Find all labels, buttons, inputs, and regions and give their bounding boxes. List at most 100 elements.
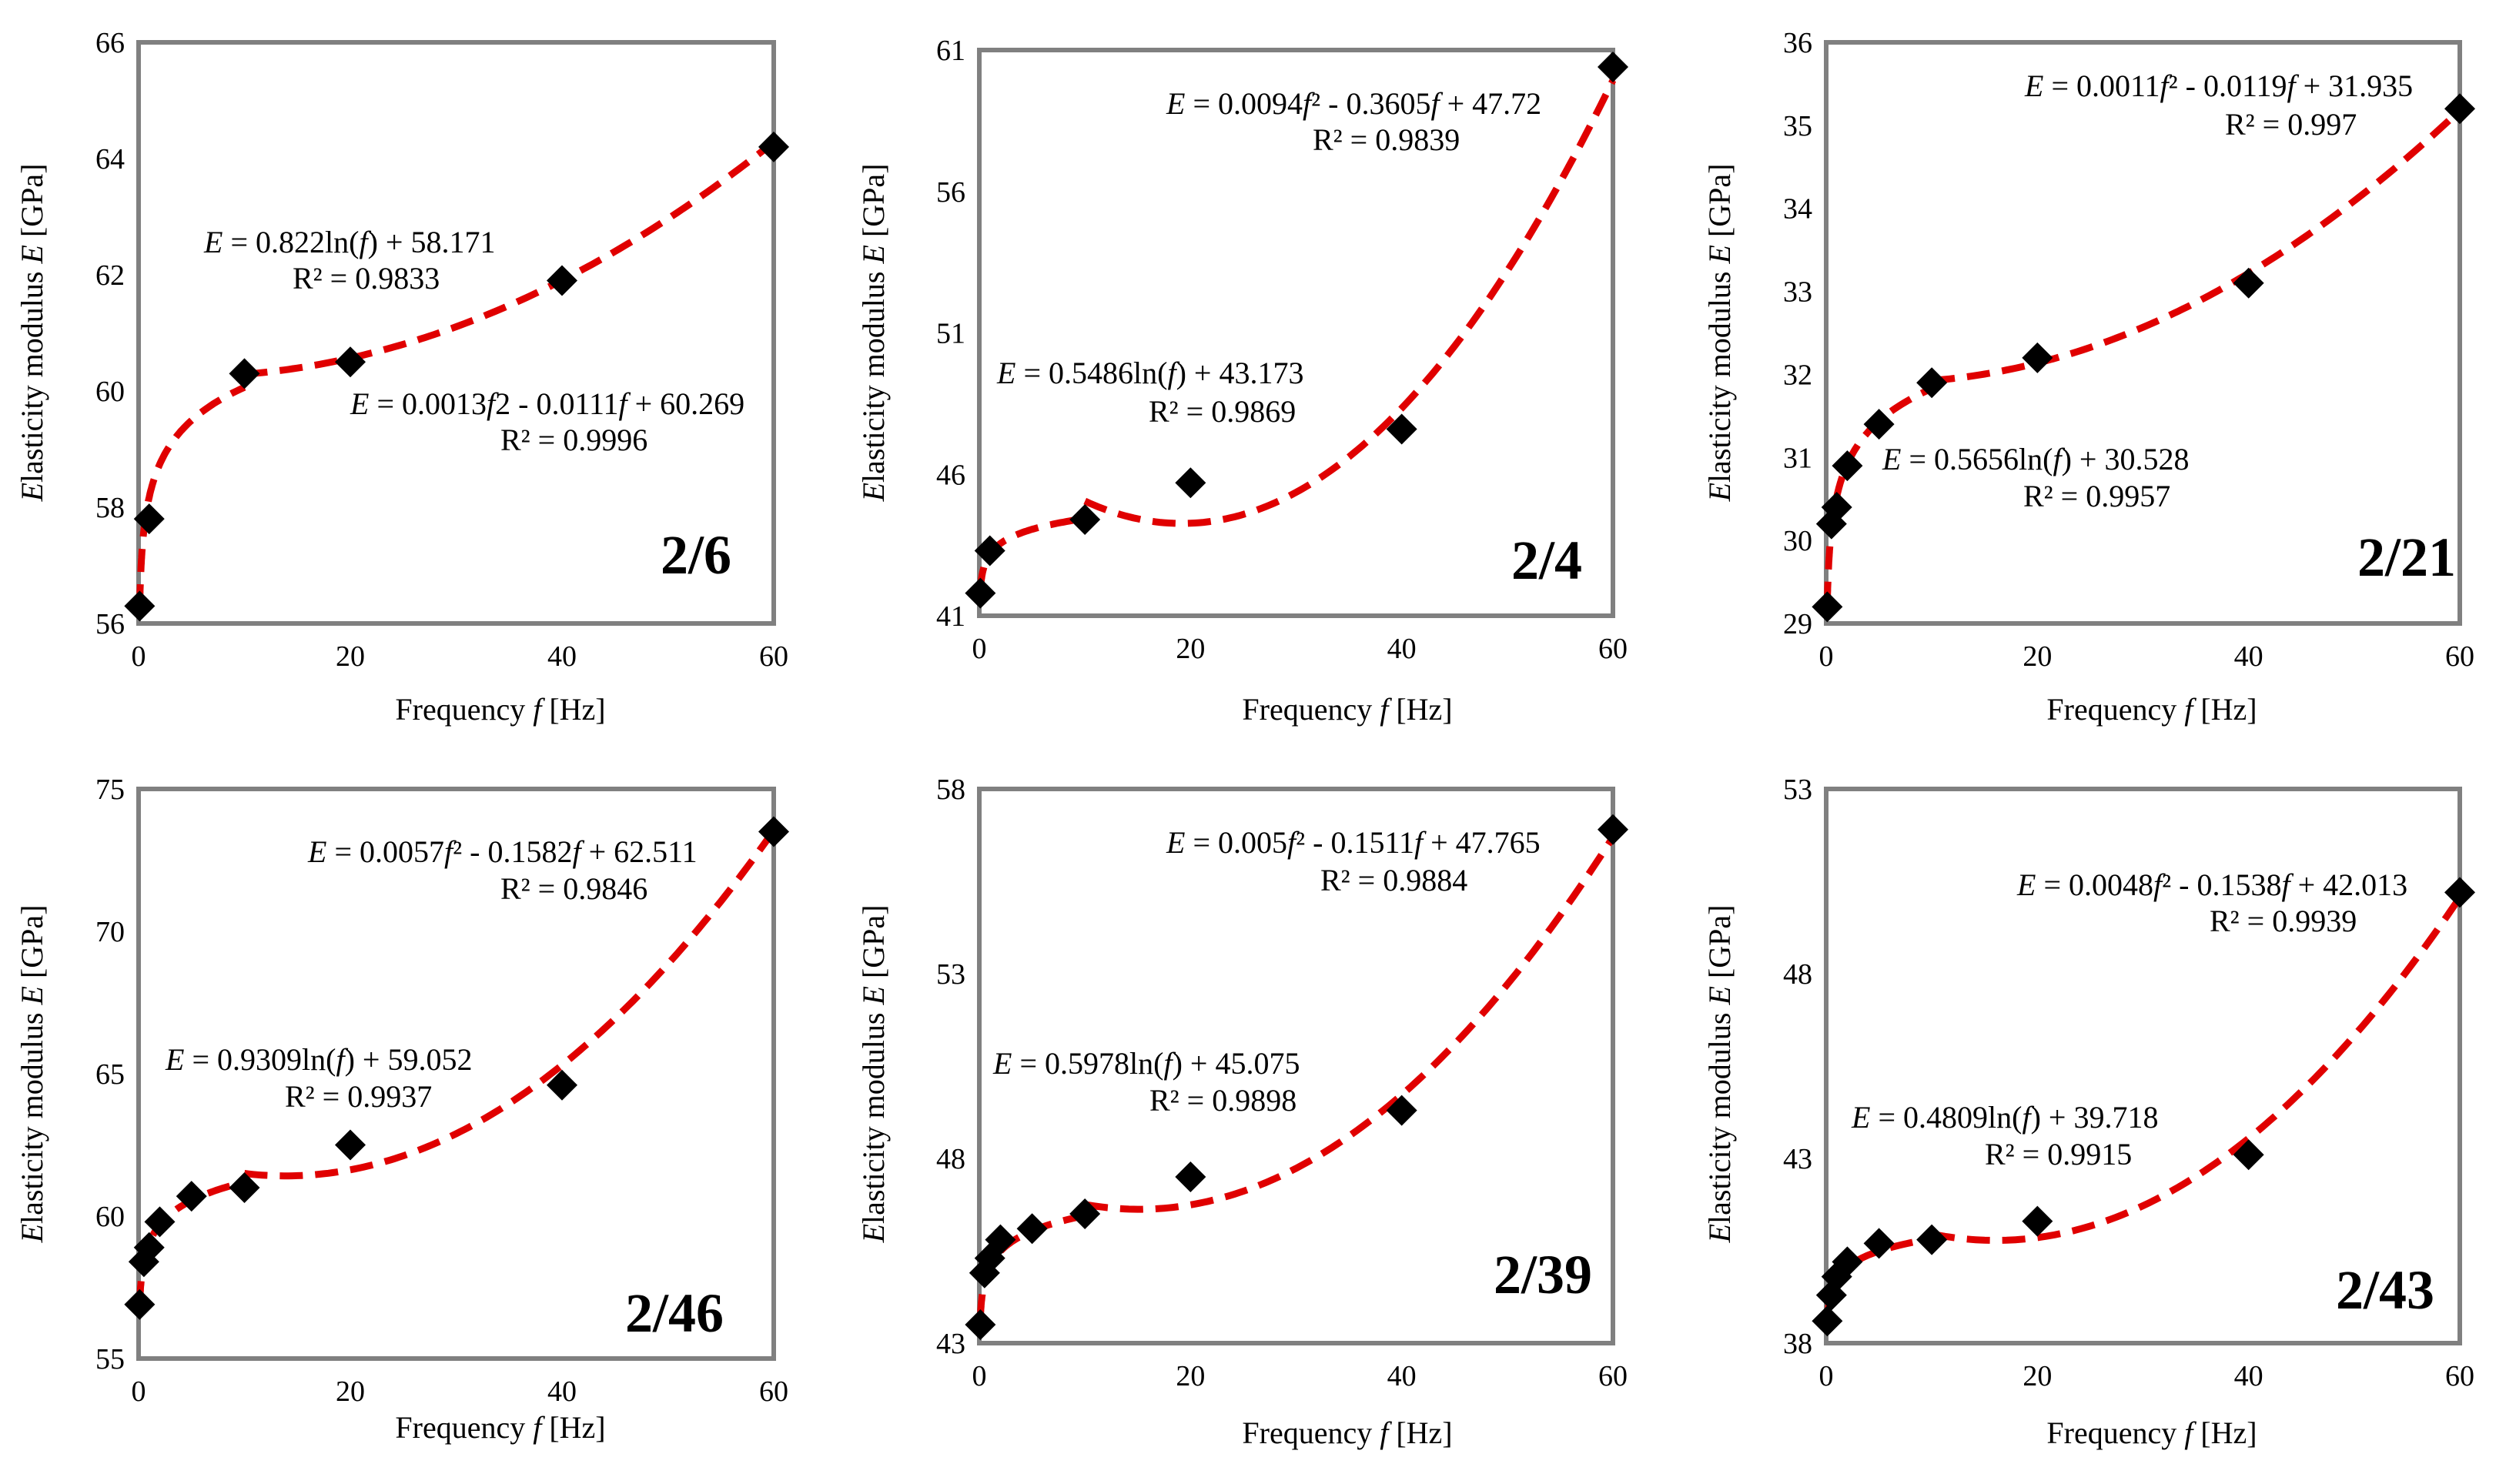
log-fit-curve: [136, 384, 246, 607]
data-point-marker: [985, 1224, 1016, 1255]
log-fit-equation: E = 0.5656ln(f) + 30.528: [1882, 442, 2189, 476]
r-squared-label: R² = 0.9833: [293, 261, 440, 296]
x-axis-title: Frequency f [Hz]: [1242, 1415, 1452, 1450]
r-squared-label: R² = 0.9869: [1149, 394, 1296, 429]
chart-panel-2: 41 46 51 56 61 0 20 40 60 Elasticity modulus E [G…: [856, 35, 1628, 727]
y-tick-label: 38: [1783, 1328, 1812, 1360]
x-tick-label: 20: [2023, 1360, 2052, 1392]
y-tick-label: 60: [95, 1201, 125, 1233]
data-point-marker: [133, 1232, 165, 1263]
y-tick-label: 75: [95, 774, 125, 806]
poly-fit-equation: E = 0.0094f² - 0.3605f + 47.72: [1166, 86, 1541, 121]
y-tick-label: 65: [95, 1058, 125, 1091]
data-point-marker: [1812, 1305, 1843, 1337]
chart-panel-4: 55 60 65 70 75 0 20 40 60 Elasticity modulus E [G…: [15, 774, 789, 1445]
plot-frame: [1824, 40, 2462, 626]
r-squared-label: R² = 0.9846: [500, 871, 647, 906]
log-fit-equation: E = 0.5978ln(f) + 45.075: [992, 1046, 1300, 1081]
y-tick-label: 43: [1783, 1143, 1812, 1175]
x-axis-title: Frequency f [Hz]: [2046, 692, 2257, 727]
x-tick-label: 60: [1598, 633, 1628, 665]
data-point-marker: [176, 1181, 207, 1212]
data-point-marker: [335, 346, 366, 378]
poly-fit-equation: E = 0.0048f² - 0.1538f + 42.013: [2016, 867, 2407, 902]
x-tick-label: 40: [2234, 640, 2263, 673]
y-tick-label: 64: [95, 143, 125, 175]
data-point-marker: [758, 816, 789, 847]
poly-fit-equation: E = 0.0011f² - 0.0119f + 31.935: [2024, 69, 2413, 103]
chart-panel-3: 29 30 31 32 33 34 35 36 0 20 40 60 Elasticity modulu…: [1702, 27, 2475, 727]
y-tick-label: 34: [1783, 193, 1812, 226]
chart-panel-1: 56 58 60 62 64 66 0 20 40 60 Elasticity modulus E …: [15, 27, 789, 727]
r-squared-label: R² = 0.9884: [1320, 863, 1467, 897]
data-point-marker: [1832, 1246, 1863, 1278]
y-tick-label: 70: [95, 916, 125, 948]
x-tick-label: 0: [132, 640, 146, 673]
y-tick-label: 36: [1783, 27, 1812, 59]
data-point-marker: [1863, 1228, 1895, 1259]
plot-frame: [136, 787, 776, 1361]
data-point-marker: [758, 131, 789, 162]
y-tick-label: 56: [936, 176, 965, 209]
data-point-marker: [2022, 342, 2053, 373]
x-tick-label: 60: [1598, 1360, 1628, 1392]
y-tick-label: 56: [95, 608, 125, 640]
chart-panel-5: 43 48 53 58 0 20 40 60 Elasticity modulus E [GPa…: [856, 774, 1628, 1450]
y-axis-title: Elasticity modulus E [GPa]: [1702, 905, 1737, 1244]
data-point-marker: [124, 1288, 156, 1320]
x-axis-title: Frequency f [Hz]: [395, 692, 605, 727]
log-fit-equation: E = 0.4809ln(f) + 39.718: [1851, 1100, 2158, 1135]
y-tick-label: 51: [936, 318, 965, 350]
y-axis-title: Elasticity modulus E [GPa]: [15, 905, 49, 1244]
r-squared-label: R² = 0.9915: [1985, 1137, 2132, 1171]
data-point-marker: [1916, 1224, 1948, 1255]
log-fit-equation: E = 0.822ln(f) + 58.171: [203, 225, 495, 259]
x-tick-label: 0: [132, 1375, 146, 1408]
data-point-marker: [1598, 52, 1628, 83]
x-tick-label: 60: [2445, 1360, 2474, 1392]
y-tick-label: 58: [95, 492, 125, 524]
y-axis-title: Elasticity modulus E [GPa]: [1702, 164, 1737, 503]
poly-fit-equation: E = 0.0057f² - 0.1582f + 62.511: [307, 834, 698, 869]
y-tick-label: 61: [936, 35, 965, 67]
r-squared-label: R² = 0.9898: [1149, 1083, 1296, 1118]
y-tick-label: 58: [936, 774, 965, 806]
data-point-marker: [2233, 267, 2264, 299]
y-tick-label: 33: [1783, 276, 1812, 309]
data-point-marker: [1863, 409, 1895, 440]
data-point-marker: [1832, 450, 1863, 482]
r-squared-label: R² = 0.9937: [285, 1079, 432, 1114]
data-point-marker: [229, 1172, 260, 1203]
data-point-marker: [1598, 814, 1628, 845]
data-point-marker: [335, 1129, 366, 1161]
x-tick-label: 40: [547, 640, 577, 673]
data-point-marker: [974, 535, 1005, 567]
x-tick-label: 20: [1176, 633, 1205, 665]
data-point-marker: [547, 265, 577, 296]
data-point-marker: [2233, 1139, 2264, 1171]
x-axis-title: Frequency f [Hz]: [2046, 1415, 2257, 1450]
y-tick-label: 48: [936, 1143, 965, 1175]
y-tick-label: 43: [936, 1328, 965, 1360]
y-tick-label: 31: [1783, 442, 1812, 474]
data-point-marker: [1386, 1095, 1417, 1126]
data-point-marker: [1821, 492, 1852, 523]
x-tick-label: 40: [1387, 1360, 1417, 1392]
data-point-marker: [2444, 93, 2475, 125]
r-squared-label: R² = 0.9839: [1313, 122, 1460, 157]
y-tick-label: 30: [1783, 525, 1812, 557]
data-point-marker: [133, 503, 165, 535]
x-tick-label: 20: [336, 640, 365, 673]
y-tick-label: 46: [936, 459, 965, 491]
log-fit-equation: E = 0.9309ln(f) + 59.052: [165, 1042, 472, 1077]
y-tick-label: 35: [1783, 110, 1812, 142]
panel-label: 2/43: [2336, 1259, 2434, 1321]
polynomial-fit-curve: [1931, 895, 2463, 1244]
x-tick-label: 0: [1819, 1360, 1834, 1392]
x-tick-label: 40: [1387, 633, 1417, 665]
data-point-marker: [1016, 1213, 1048, 1245]
r-squared-label: R² = 0.9996: [500, 423, 647, 457]
x-axis-title: Frequency f [Hz]: [1242, 692, 1452, 727]
x-tick-label: 40: [2234, 1360, 2263, 1392]
polynomial-fit-curve: [1931, 108, 2463, 384]
